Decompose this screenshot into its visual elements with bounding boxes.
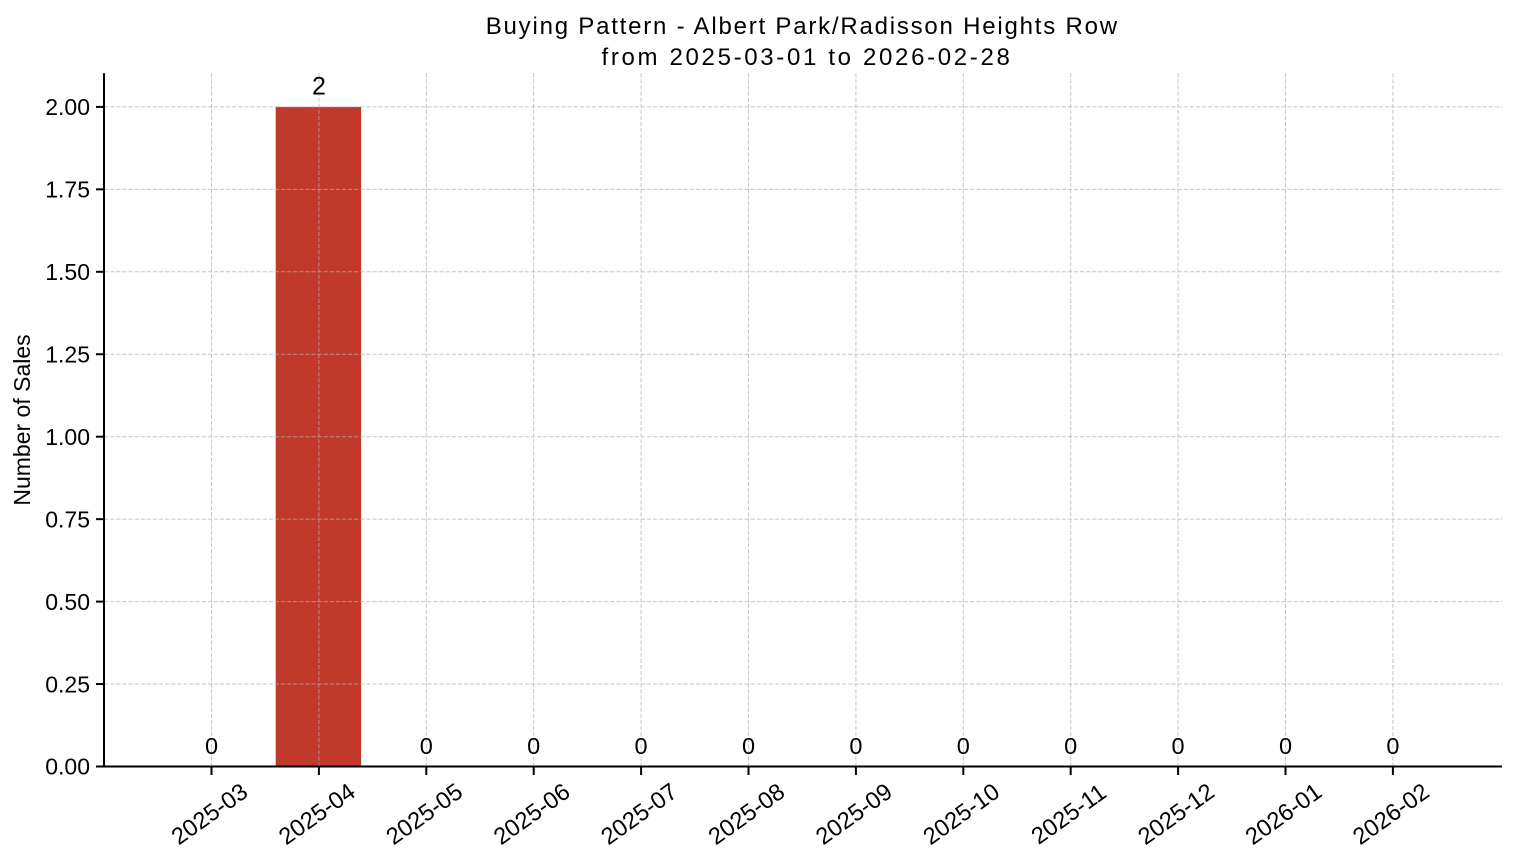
svg-text:0: 0 bbox=[957, 733, 970, 759]
svg-text:from 2025-03-01 to 2026-02-28: from 2025-03-01 to 2026-02-28 bbox=[602, 44, 1013, 71]
svg-text:1.75: 1.75 bbox=[45, 177, 90, 203]
svg-text:0: 0 bbox=[849, 733, 862, 759]
svg-text:1.00: 1.00 bbox=[45, 424, 90, 450]
svg-text:1.25: 1.25 bbox=[45, 341, 90, 367]
svg-text:0.25: 0.25 bbox=[45, 671, 90, 697]
svg-text:0.50: 0.50 bbox=[45, 589, 90, 615]
svg-text:Number of Sales: Number of Sales bbox=[9, 334, 35, 505]
svg-text:2.00: 2.00 bbox=[45, 94, 90, 120]
svg-text:1.50: 1.50 bbox=[45, 259, 90, 285]
svg-text:2: 2 bbox=[312, 73, 326, 101]
svg-text:0: 0 bbox=[420, 733, 433, 759]
svg-text:0: 0 bbox=[205, 733, 218, 759]
svg-text:0: 0 bbox=[1386, 733, 1399, 759]
svg-text:0: 0 bbox=[742, 733, 755, 759]
svg-text:0: 0 bbox=[527, 733, 540, 759]
svg-text:0.75: 0.75 bbox=[45, 506, 90, 532]
svg-text:0: 0 bbox=[1172, 733, 1185, 759]
svg-text:0: 0 bbox=[1279, 733, 1292, 759]
svg-text:0: 0 bbox=[635, 733, 648, 759]
svg-text:0.00: 0.00 bbox=[45, 754, 90, 780]
svg-text:Buying Pattern - Albert Park/R: Buying Pattern - Albert Park/Radisson He… bbox=[486, 13, 1119, 40]
svg-text:0: 0 bbox=[1064, 733, 1077, 759]
